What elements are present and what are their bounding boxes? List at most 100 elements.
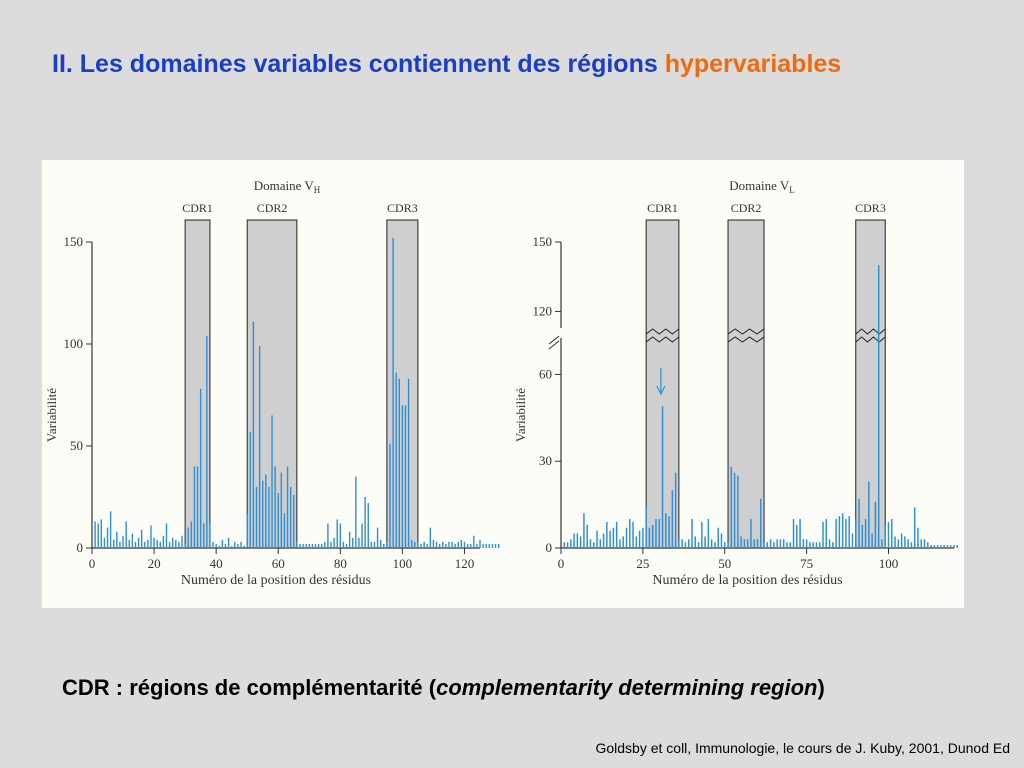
bar bbox=[187, 527, 189, 548]
bar bbox=[910, 542, 913, 548]
bar bbox=[848, 516, 850, 548]
y-tick-label: 0 bbox=[546, 540, 553, 555]
bar bbox=[358, 537, 360, 548]
bar bbox=[234, 541, 236, 548]
bar bbox=[178, 541, 180, 548]
bar bbox=[727, 542, 729, 548]
bar bbox=[342, 541, 345, 548]
bar bbox=[488, 543, 491, 548]
bar bbox=[345, 543, 348, 548]
bar bbox=[586, 524, 588, 548]
cdr-label: CDR2 bbox=[257, 201, 288, 215]
bar bbox=[871, 533, 873, 548]
bar bbox=[838, 516, 841, 548]
bar bbox=[491, 543, 494, 548]
cdr-label: CDR1 bbox=[647, 201, 678, 215]
bar bbox=[701, 521, 703, 548]
bar bbox=[274, 466, 276, 548]
y-tick-label: 150 bbox=[533, 234, 553, 249]
chart-title-subscript: H bbox=[314, 185, 321, 195]
bar bbox=[638, 530, 641, 548]
bar bbox=[927, 542, 929, 548]
bar bbox=[782, 539, 785, 548]
bar bbox=[451, 541, 453, 548]
bar bbox=[336, 519, 338, 548]
bar bbox=[150, 525, 152, 548]
bar bbox=[792, 519, 795, 548]
bar bbox=[249, 431, 252, 548]
x-axis-label: Numéro de la position des résidus bbox=[181, 573, 371, 588]
bar bbox=[423, 541, 425, 548]
bar bbox=[116, 531, 118, 548]
bar bbox=[162, 535, 165, 548]
bar bbox=[97, 523, 99, 548]
bar bbox=[373, 541, 376, 548]
bar bbox=[913, 507, 916, 548]
bar bbox=[407, 378, 410, 548]
bar bbox=[289, 486, 292, 548]
bar bbox=[494, 543, 497, 548]
bar bbox=[691, 519, 693, 548]
bar bbox=[940, 545, 942, 548]
bar bbox=[766, 542, 769, 548]
cdr-region bbox=[386, 219, 419, 549]
bar bbox=[302, 543, 304, 548]
axis-break-zigzag bbox=[645, 336, 680, 343]
bar bbox=[740, 536, 742, 548]
title-main: II. Les domaines variables contiennent d… bbox=[52, 50, 658, 78]
bar bbox=[230, 545, 233, 548]
bar bbox=[881, 539, 883, 548]
bar bbox=[671, 490, 674, 548]
axis-break-zigzag bbox=[645, 328, 680, 335]
bar bbox=[414, 541, 416, 548]
bar bbox=[874, 501, 877, 548]
y-axis-break-mark bbox=[548, 335, 560, 345]
bar bbox=[609, 530, 611, 548]
axis-break-zigzag bbox=[855, 328, 886, 335]
bar bbox=[956, 545, 959, 548]
bar bbox=[389, 443, 391, 548]
y-tick-label: 100 bbox=[64, 336, 84, 351]
bar bbox=[113, 539, 115, 548]
bar bbox=[305, 543, 307, 548]
title-accent: hypervariables bbox=[664, 50, 842, 78]
bar bbox=[717, 527, 719, 548]
bar bbox=[463, 541, 466, 548]
bar bbox=[246, 513, 248, 548]
bar bbox=[317, 543, 320, 548]
cdr-label: CDR3 bbox=[387, 201, 418, 215]
bar bbox=[386, 541, 388, 548]
slide-title: II. Les domaines variables contiennent d… bbox=[52, 50, 841, 79]
bar bbox=[812, 542, 814, 548]
bar bbox=[625, 527, 628, 548]
bar bbox=[327, 523, 329, 548]
bar bbox=[724, 542, 726, 548]
chart-title-text: Domaine V bbox=[729, 178, 790, 193]
bar bbox=[815, 542, 818, 548]
chart-title: Domaine VL bbox=[729, 178, 795, 195]
bar bbox=[900, 533, 903, 548]
bar bbox=[131, 533, 134, 548]
bar bbox=[665, 513, 667, 548]
caption-suffix: ) bbox=[817, 675, 825, 700]
y-tick-label: 60 bbox=[539, 366, 552, 381]
bar bbox=[140, 529, 143, 548]
bar bbox=[851, 533, 854, 548]
bar bbox=[687, 539, 690, 548]
x-tick-label: 0 bbox=[558, 556, 565, 571]
chart-vh: Domaine VH CDR1 CDR2 CDR3 0 50 100 150 0 20 40 60 80… bbox=[44, 178, 500, 588]
bar bbox=[364, 497, 366, 548]
axis-break-zigzag bbox=[855, 336, 886, 343]
bar bbox=[221, 539, 224, 548]
bar bbox=[714, 542, 716, 548]
bar bbox=[760, 498, 762, 548]
axis-break-zigzag bbox=[727, 328, 765, 335]
bar bbox=[746, 539, 749, 548]
bar bbox=[933, 545, 936, 548]
bar bbox=[864, 519, 867, 548]
bar bbox=[445, 543, 447, 548]
bar bbox=[320, 543, 323, 548]
bar bbox=[293, 494, 295, 548]
bar bbox=[181, 535, 183, 548]
bar bbox=[271, 415, 273, 548]
